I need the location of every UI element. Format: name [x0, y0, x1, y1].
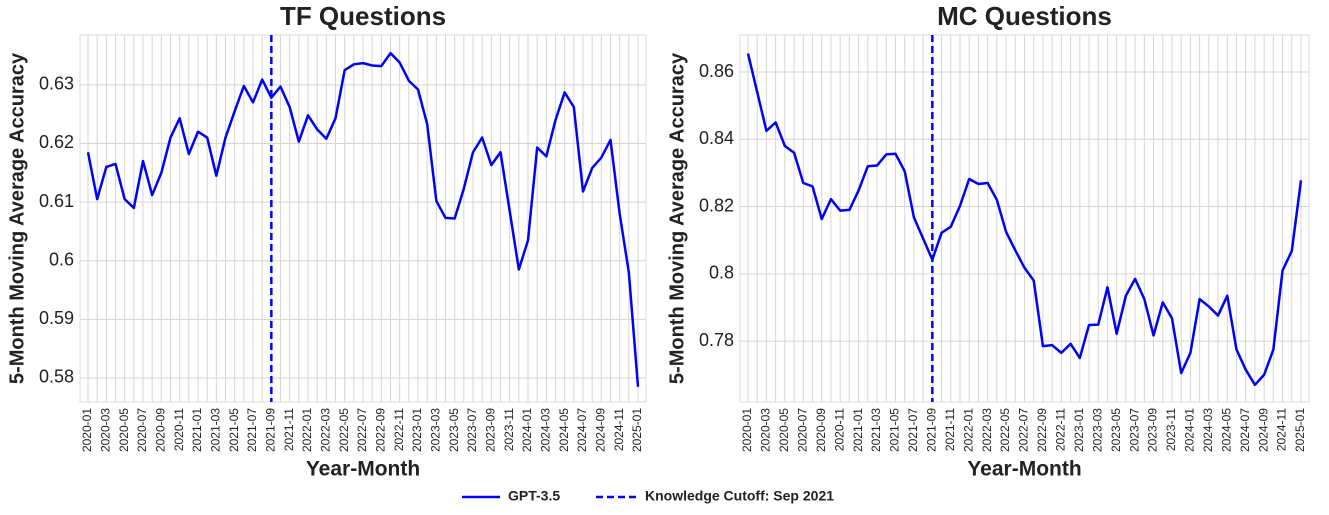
- x-tick-label: 2022-07: [1017, 408, 1031, 452]
- x-tick-label: 2022-01: [961, 408, 975, 452]
- data-line: [86, 51, 640, 387]
- x-tick-label: 2020-01: [740, 408, 754, 452]
- chart-title: TF Questions: [280, 1, 446, 31]
- x-tick-label: 2020-09: [154, 408, 168, 452]
- y-axis-label: 5-Month Moving Average Accuracy: [6, 52, 28, 384]
- x-tick-label: 2023-07: [1127, 408, 1141, 452]
- y-tick-label: 0.86: [699, 61, 734, 81]
- x-axis-label: Year-Month: [306, 458, 420, 481]
- x-tick-label: 2024-05: [557, 408, 571, 452]
- y-tick-label: 0.63: [39, 74, 74, 94]
- y-tick-label: 0.6: [49, 249, 74, 269]
- x-tick-label: 2022-09: [374, 408, 388, 452]
- x-tick-label: 2024-11: [1275, 408, 1289, 451]
- x-tick-label: 2022-09: [1035, 408, 1049, 452]
- x-tick-label: 2021-03: [869, 408, 883, 452]
- data-line: [746, 53, 1303, 387]
- x-tick-label: 2023-05: [447, 408, 461, 452]
- subplot: 2020-01 2020-03 2020-05 2020-07 2020-09 2020-…: [666, 1, 1310, 481]
- x-tick-label: 2024-09: [1256, 408, 1270, 452]
- x-tick-label: 2024-07: [1238, 408, 1252, 452]
- x-tick-label: 2022-01: [300, 408, 314, 452]
- x-tick-label: 2023-09: [1146, 408, 1160, 452]
- x-tick-label: 2020-11: [832, 408, 846, 451]
- x-tick-label: 2021-09: [925, 408, 939, 452]
- x-tick-label: 2023-01: [1072, 408, 1086, 452]
- x-tick-label: 2024-03: [539, 408, 553, 452]
- x-tick-label: 2021-03: [209, 408, 223, 452]
- x-tick-label: 2022-11: [392, 408, 406, 451]
- legend: GPT-3.5 Knowledge Cutoff: Sep 2021: [462, 488, 834, 504]
- x-tick-label: 2024-07: [575, 408, 589, 452]
- x-tick-label: 2021-07: [906, 408, 920, 452]
- x-tick-label: 2024-01: [520, 408, 534, 452]
- x-tick-label: 2020-01: [80, 408, 94, 452]
- x-tick-label: 2022-11: [1054, 408, 1068, 451]
- legend-label: Knowledge Cutoff: Sep 2021: [645, 488, 834, 504]
- x-tick-label: 2023-07: [465, 408, 479, 452]
- x-tick-label: 2021-09: [264, 408, 278, 452]
- x-tick-label: 2020-05: [777, 408, 791, 452]
- x-tick-label: 2021-01: [851, 408, 865, 452]
- y-tick-label: 0.58: [39, 367, 74, 387]
- y-tick-label: 0.84: [699, 128, 734, 148]
- y-axis-label: 5-Month Moving Average Accuracy: [666, 52, 688, 384]
- x-tick-label: 2020-07: [795, 408, 809, 452]
- x-axis-label: Year-Month: [967, 458, 1081, 481]
- legend-label: GPT-3.5: [508, 488, 560, 504]
- x-tick-label: 2022-03: [980, 408, 994, 452]
- x-tick-label: 2024-09: [594, 408, 608, 452]
- x-tick-label: 2023-03: [1090, 408, 1104, 452]
- x-tick-label: 2022-05: [337, 408, 351, 452]
- x-tick-label: 2020-09: [814, 408, 828, 452]
- x-tick-label: 2025-01: [1293, 408, 1307, 452]
- x-tick-label: 2023-11: [502, 408, 516, 451]
- y-tick-label: 0.8: [709, 263, 734, 283]
- x-tick-label: 2020-07: [135, 408, 149, 452]
- y-tick-label: 0.59: [39, 308, 74, 328]
- x-tick-label: 2021-01: [190, 408, 204, 452]
- y-tick-label: 0.82: [699, 195, 734, 215]
- x-tick-label: 2021-11: [943, 408, 957, 451]
- x-tick-label: 2024-01: [1183, 408, 1197, 452]
- x-tick-label: 2025-01: [630, 408, 644, 452]
- x-tick-label: 2023-05: [1109, 408, 1123, 452]
- x-tick-label: 2023-11: [1164, 408, 1178, 451]
- x-tick-label: 2020-05: [117, 408, 131, 452]
- x-tick-label: 2020-03: [759, 408, 773, 452]
- y-tick-label: 0.78: [699, 330, 734, 350]
- x-tick-label: 2020-11: [172, 408, 186, 451]
- y-tick-label: 0.62: [39, 132, 74, 152]
- chart-title: MC Questions: [937, 1, 1112, 31]
- x-tick-label: 2024-11: [612, 408, 626, 451]
- x-tick-label: 2021-07: [245, 408, 259, 452]
- x-tick-label: 2021-05: [888, 408, 902, 452]
- x-tick-label: 2021-11: [282, 408, 296, 451]
- x-tick-label: 2024-03: [1201, 408, 1215, 452]
- subplot: 2020-01 2020-03 2020-05 2020-07 2020-09 2020-…: [6, 1, 647, 481]
- x-tick-label: 2024-05: [1219, 408, 1233, 452]
- x-tick-label: 2023-03: [429, 408, 443, 452]
- x-tick-label: 2021-05: [227, 408, 241, 452]
- y-tick-label: 0.61: [39, 191, 74, 211]
- x-tick-label: 2022-05: [998, 408, 1012, 452]
- x-tick-label: 2023-01: [410, 408, 424, 452]
- x-tick-label: 2022-03: [319, 408, 333, 452]
- x-tick-label: 2020-03: [99, 408, 113, 452]
- x-tick-label: 2022-07: [355, 408, 369, 452]
- x-tick-label: 2023-09: [484, 408, 498, 452]
